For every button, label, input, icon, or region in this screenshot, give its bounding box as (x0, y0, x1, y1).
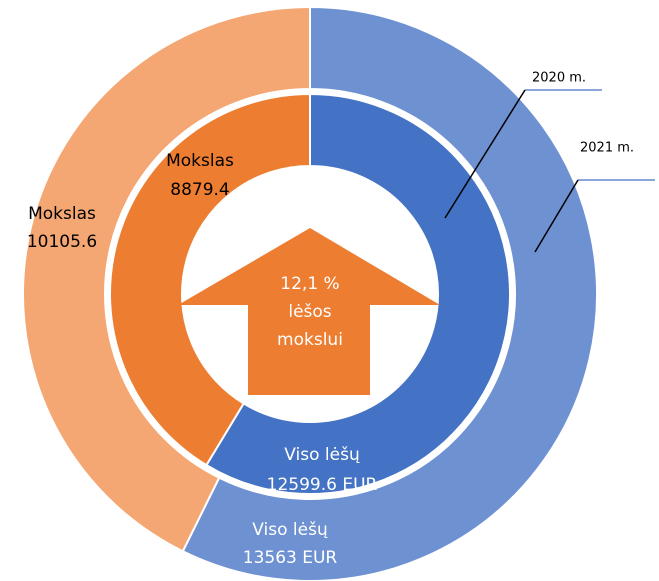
center-text: lėšos (288, 302, 331, 322)
donut-segment (205, 92, 511, 495)
category-label: Mokslas (28, 204, 96, 224)
category-label: Viso lėšų (252, 520, 328, 540)
value-label: 12599.6 EUR (267, 475, 378, 495)
donut-segment (181, 5, 598, 581)
value-label: 10105.6 (27, 232, 97, 252)
arrow (178, 228, 440, 395)
center-text: mokslui (277, 330, 343, 350)
series-label: 2021 m. (580, 141, 634, 156)
value-label: 13563 EUR (243, 548, 338, 568)
series-label: 2020 m. (532, 71, 586, 86)
rings (22, 5, 598, 581)
center-text: 12,1 % (280, 274, 339, 294)
value-label: 8879.4 (170, 180, 229, 200)
donut-segment (109, 92, 311, 467)
category-label: Mokslas (166, 151, 234, 171)
leader-line (534, 179, 579, 253)
category-label: Viso lėšų (284, 445, 360, 465)
donut-segment (22, 5, 311, 553)
leader-line (444, 89, 526, 219)
